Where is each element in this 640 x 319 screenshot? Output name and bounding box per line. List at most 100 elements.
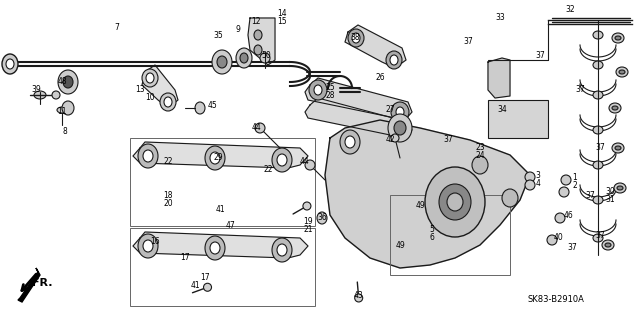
Bar <box>130 228 315 306</box>
Ellipse shape <box>6 59 14 69</box>
Ellipse shape <box>472 156 488 174</box>
Ellipse shape <box>612 106 618 110</box>
Ellipse shape <box>439 184 471 220</box>
Text: 29: 29 <box>213 153 223 162</box>
Ellipse shape <box>57 107 67 113</box>
Ellipse shape <box>352 33 360 43</box>
Ellipse shape <box>210 152 220 164</box>
Text: 34: 34 <box>497 106 507 115</box>
Ellipse shape <box>317 212 327 224</box>
Text: 18: 18 <box>163 190 173 199</box>
Polygon shape <box>18 268 40 302</box>
Ellipse shape <box>277 244 287 256</box>
Ellipse shape <box>615 146 621 150</box>
Ellipse shape <box>616 67 628 77</box>
Text: 26: 26 <box>375 73 385 83</box>
Ellipse shape <box>138 144 158 168</box>
Polygon shape <box>133 142 308 168</box>
Ellipse shape <box>355 294 363 302</box>
Text: 12: 12 <box>252 18 260 26</box>
Ellipse shape <box>254 45 262 55</box>
Text: 37: 37 <box>443 136 453 145</box>
Ellipse shape <box>502 189 518 207</box>
Ellipse shape <box>391 102 409 122</box>
Ellipse shape <box>593 196 603 204</box>
Text: 30: 30 <box>605 188 615 197</box>
Bar <box>130 138 315 226</box>
Ellipse shape <box>612 143 624 153</box>
Ellipse shape <box>525 172 535 182</box>
Polygon shape <box>142 65 178 108</box>
Ellipse shape <box>217 56 227 68</box>
Text: 33: 33 <box>495 13 505 23</box>
Text: 37: 37 <box>575 85 585 94</box>
Polygon shape <box>133 232 308 258</box>
Text: SK83-B2910A: SK83-B2910A <box>527 294 584 303</box>
Text: 35: 35 <box>213 31 223 40</box>
Text: 22: 22 <box>163 158 173 167</box>
Text: 17: 17 <box>180 254 190 263</box>
Ellipse shape <box>593 161 603 169</box>
Ellipse shape <box>160 93 176 111</box>
Ellipse shape <box>143 240 153 252</box>
Text: 44: 44 <box>300 158 310 167</box>
Text: 37: 37 <box>463 38 473 47</box>
Ellipse shape <box>425 167 485 237</box>
Ellipse shape <box>277 154 287 166</box>
Text: 37: 37 <box>567 243 577 253</box>
Polygon shape <box>248 18 275 65</box>
Text: 43: 43 <box>353 291 363 300</box>
Text: 15: 15 <box>277 18 287 26</box>
Text: 40: 40 <box>553 234 563 242</box>
Polygon shape <box>345 25 406 68</box>
Ellipse shape <box>34 91 46 99</box>
Text: 8: 8 <box>63 128 67 137</box>
Text: 46: 46 <box>563 211 573 219</box>
Ellipse shape <box>593 234 603 242</box>
Text: 16: 16 <box>150 238 160 247</box>
Ellipse shape <box>388 114 412 142</box>
Ellipse shape <box>205 146 225 170</box>
Text: 20: 20 <box>163 199 173 209</box>
Ellipse shape <box>447 193 463 211</box>
Text: 48: 48 <box>57 78 67 86</box>
Ellipse shape <box>615 36 621 40</box>
Text: 21: 21 <box>303 226 313 234</box>
Ellipse shape <box>236 48 252 68</box>
Text: 13: 13 <box>135 85 145 94</box>
Ellipse shape <box>593 91 603 99</box>
Ellipse shape <box>272 148 292 172</box>
Ellipse shape <box>305 160 315 170</box>
Ellipse shape <box>143 150 153 162</box>
Polygon shape <box>305 98 412 138</box>
Ellipse shape <box>164 97 172 107</box>
Ellipse shape <box>205 236 225 260</box>
Ellipse shape <box>547 235 557 245</box>
Ellipse shape <box>309 80 327 100</box>
Ellipse shape <box>52 91 60 99</box>
Ellipse shape <box>396 107 404 117</box>
Text: 37: 37 <box>585 190 595 199</box>
Text: 9: 9 <box>236 26 241 34</box>
Text: 7: 7 <box>115 24 120 33</box>
Text: 37: 37 <box>535 50 545 60</box>
Ellipse shape <box>391 134 399 142</box>
Text: 49: 49 <box>415 201 425 210</box>
Ellipse shape <box>314 85 322 95</box>
Text: 41: 41 <box>190 280 200 290</box>
Ellipse shape <box>617 186 623 190</box>
Text: 19: 19 <box>303 218 313 226</box>
Text: 36: 36 <box>317 213 327 222</box>
Ellipse shape <box>561 175 571 185</box>
Text: 22: 22 <box>263 166 273 174</box>
Text: 17: 17 <box>200 273 210 283</box>
Ellipse shape <box>272 238 292 262</box>
Text: 5: 5 <box>429 226 435 234</box>
Ellipse shape <box>394 121 406 135</box>
Text: 44: 44 <box>251 123 261 132</box>
Ellipse shape <box>555 213 565 223</box>
Ellipse shape <box>559 187 569 197</box>
Ellipse shape <box>390 55 398 65</box>
Text: 14: 14 <box>277 10 287 19</box>
Ellipse shape <box>605 243 611 247</box>
